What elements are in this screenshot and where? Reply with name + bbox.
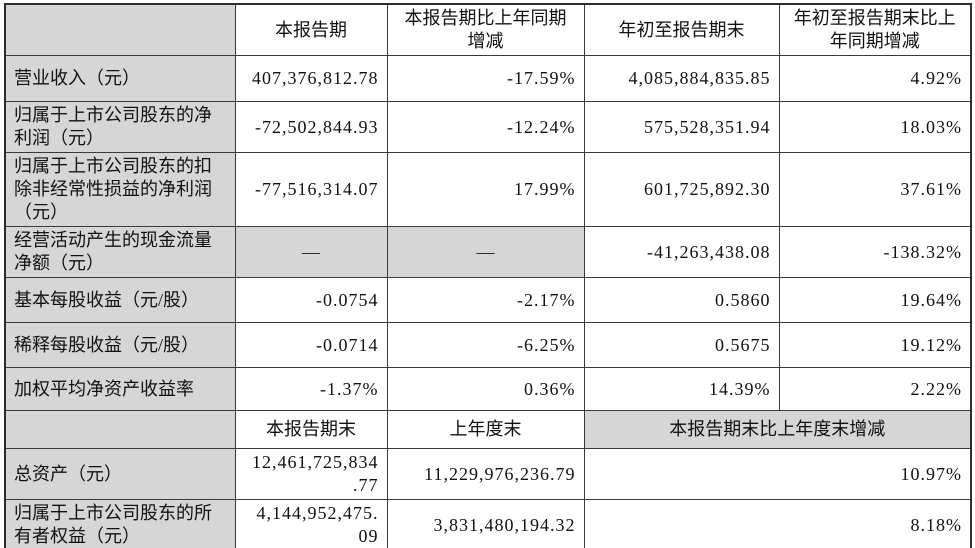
cell-change-dash: —	[386, 226, 585, 278]
header-current-period: 本报告期	[234, 3, 388, 56]
header-current-period-change: 本报告期比上年同期 增减	[386, 3, 585, 56]
cell-ytd-change: 4.92%	[778, 55, 972, 102]
cell-period-end: 4,144,952,475. 09	[234, 499, 388, 548]
row-label: 营业收入（元）	[4, 55, 236, 102]
cell-current: -1.37%	[234, 367, 388, 411]
row-label: 基本每股收益（元/股）	[4, 277, 236, 323]
row-net-profit-excl-nonrecurring: 归属于上市公司股东的扣 除非经常性损益的净利润 （元） -77,516,314.…	[4, 152, 972, 227]
row-label: 加权平均净资产收益率	[4, 367, 236, 411]
row-label: 归属于上市公司股东的所 有者权益（元）	[4, 499, 236, 548]
cell-period-end-change: 10.97%	[583, 448, 972, 500]
cell-current: 407,376,812.78	[234, 55, 388, 102]
row-label: 归属于上市公司股东的净 利润（元）	[4, 101, 236, 153]
cell-period-end-change: 8.18%	[583, 499, 972, 548]
cell-prior-year-end: 3,831,480,194.32	[386, 499, 585, 548]
row-operating-revenue: 营业收入（元） 407,376,812.78 -17.59% 4,085,884…	[4, 55, 972, 102]
cell-ytd-change: 18.03%	[778, 101, 972, 153]
cell-ytd-change: 37.61%	[778, 152, 972, 227]
row-label: 总资产（元）	[4, 448, 236, 500]
cell-current: -72,502,844.93	[234, 101, 388, 153]
header-period-end-change: 本报告期末比上年度末增减	[583, 410, 972, 449]
cell-ytd-change: 2.22%	[778, 367, 972, 411]
cell-ytd: 0.5860	[583, 277, 780, 323]
financial-summary-table: 本报告期 本报告期比上年同期 增减 年初至报告期末 年初至报告期末比上 年同期增…	[4, 3, 972, 548]
cell-ytd: 4,085,884,835.85	[583, 55, 780, 102]
cell-change: -6.25%	[386, 322, 585, 368]
corner-cell	[4, 410, 236, 449]
cell-change: 0.36%	[386, 367, 585, 411]
row-label: 稀释每股收益（元/股）	[4, 322, 236, 368]
header-prior-year-end: 上年度末	[386, 410, 585, 449]
header-ytd: 年初至报告期末	[583, 3, 780, 56]
cell-ytd: 0.5675	[583, 322, 780, 368]
cell-period-end: 12,461,725,834 .77	[234, 448, 388, 500]
cell-ytd-change: 19.64%	[778, 277, 972, 323]
corner-cell	[4, 3, 236, 56]
row-weighted-avg-roe: 加权平均净资产收益率 -1.37% 0.36% 14.39% 2.22%	[4, 367, 972, 411]
row-operating-cash-flow: 经营活动产生的现金流量 净额（元） — — -41,263,438.08 -13…	[4, 226, 972, 278]
cell-change: 17.99%	[386, 152, 585, 227]
cell-ytd: 14.39%	[583, 367, 780, 411]
row-equity-attributable: 归属于上市公司股东的所 有者权益（元） 4,144,952,475. 09 3,…	[4, 499, 972, 548]
row-basic-eps: 基本每股收益（元/股） -0.0754 -2.17% 0.5860 19.64%	[4, 277, 972, 323]
row-label: 归属于上市公司股东的扣 除非经常性损益的净利润 （元）	[4, 152, 236, 227]
cell-ytd: 575,528,351.94	[583, 101, 780, 153]
cell-ytd: 601,725,892.30	[583, 152, 780, 227]
cell-ytd: -41,263,438.08	[583, 226, 780, 278]
cell-current: -77,516,314.07	[234, 152, 388, 227]
row-net-profit: 归属于上市公司股东的净 利润（元） -72,502,844.93 -12.24%…	[4, 101, 972, 153]
cell-current-dash: —	[234, 226, 388, 278]
cell-current: -0.0714	[234, 322, 388, 368]
cell-prior-year-end: 11,229,976,236.79	[386, 448, 585, 500]
cell-change: -12.24%	[386, 101, 585, 153]
row-label: 经营活动产生的现金流量 净额（元）	[4, 226, 236, 278]
cell-ytd-change: 19.12%	[778, 322, 972, 368]
cell-current: -0.0754	[234, 277, 388, 323]
balance-header-row: 本报告期末 上年度末 本报告期末比上年度末增减	[4, 410, 972, 449]
cell-change: -2.17%	[386, 277, 585, 323]
row-total-assets: 总资产（元） 12,461,725,834 .77 11,229,976,236…	[4, 448, 972, 500]
row-diluted-eps: 稀释每股收益（元/股） -0.0714 -6.25% 0.5675 19.12%	[4, 322, 972, 368]
cell-ytd-change: -138.32%	[778, 226, 972, 278]
header-period-end: 本报告期末	[234, 410, 388, 449]
cell-change: -17.59%	[386, 55, 585, 102]
header-ytd-change: 年初至报告期末比上 年同期增减	[778, 3, 972, 56]
period-header-row: 本报告期 本报告期比上年同期 增减 年初至报告期末 年初至报告期末比上 年同期增…	[4, 3, 972, 56]
